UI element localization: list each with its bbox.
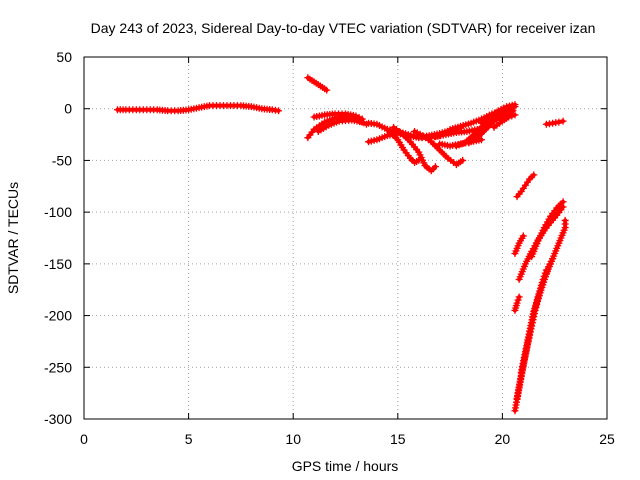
y-tick-label: 50: [56, 49, 72, 65]
y-tick-label: -300: [44, 411, 72, 427]
y-tick-label: -50: [52, 152, 72, 168]
series-track-t: [511, 232, 526, 257]
x-tick-label: 5: [185, 431, 193, 447]
y-tick-label: -250: [44, 359, 72, 375]
y-axis-label: SDTVAR / TECUs: [5, 182, 21, 294]
data-point: [562, 217, 569, 224]
x-axis-label: GPS time / hours: [292, 458, 399, 474]
y-tick-label: -100: [44, 204, 72, 220]
series-track-r: [543, 118, 567, 128]
x-tick-label: 25: [599, 431, 615, 447]
y-tick-label: 0: [64, 101, 72, 117]
series-track-s: [514, 171, 538, 200]
series-track-b: [304, 74, 330, 93]
data-marks: [114, 74, 569, 414]
series-track-z: [511, 293, 522, 313]
y-tick-label: -200: [44, 308, 72, 324]
x-tick-label: 10: [285, 431, 301, 447]
chart: 0 5 10 15 20 25 -300 -250 -200 -150 -100 -50 0 50 Day…: [0, 0, 640, 480]
x-tick-label: 20: [495, 431, 511, 447]
x-tick-label: 15: [390, 431, 406, 447]
chart-title: Day 243 of 2023, Sidereal Day-to-day VTE…: [91, 20, 596, 36]
y-tick-label: -150: [44, 256, 72, 272]
series-track-j: [384, 126, 443, 141]
series-track-y: [518, 217, 569, 376]
x-tick-label: 0: [80, 431, 88, 447]
series-track-a: [114, 102, 282, 114]
